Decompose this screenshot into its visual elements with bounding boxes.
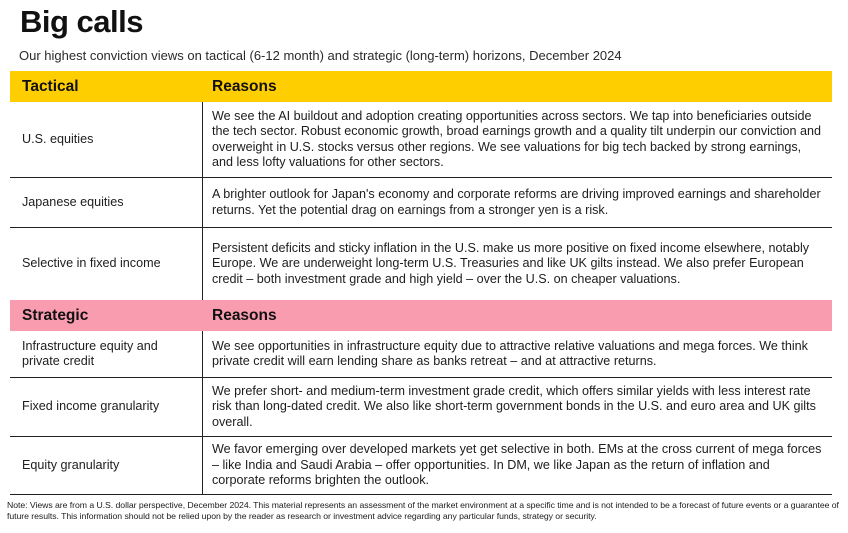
row-label: Japanese equities [22, 194, 124, 209]
table-row-equity-granularity: Equity granularity We favor emerging ove… [10, 436, 832, 494]
section-title: Strategic [22, 306, 89, 324]
row-label: U.S. equities [22, 131, 94, 146]
section-header-tactical: Tactical Reasons [10, 71, 832, 102]
row-reason: We see the AI buildout and adoption crea… [202, 102, 832, 177]
row-label: Selective in fixed income [22, 256, 161, 271]
table-row-japanese-equities: Japanese equities A brighter outlook for… [10, 177, 832, 227]
big-calls-page: Big calls Our highest conviction views o… [0, 6, 848, 533]
row-reason: We see opportunities in infrastructure e… [202, 331, 832, 377]
row-reason: A brighter outlook for Japan's economy a… [202, 178, 832, 227]
big-calls-table: Tactical Reasons U.S. equities We see th… [10, 71, 832, 495]
row-label: Equity granularity [22, 457, 120, 472]
row-reason: We prefer short- and medium-term investm… [202, 378, 832, 436]
row-label: Fixed income granularity [22, 399, 160, 414]
table-row-selective-fixed-income: Selective in fixed income Persistent def… [10, 227, 832, 300]
section-title: Tactical [22, 77, 79, 95]
row-reason: Persistent deficits and sticky inflation… [202, 228, 832, 300]
page-subtitle: Our highest conviction views on tactical… [19, 48, 622, 63]
table-row-us-equities: U.S. equities We see the AI buildout and… [10, 102, 832, 177]
page-title: Big calls [20, 4, 144, 39]
row-label: Infrastructure equity and private credit [22, 338, 158, 369]
section-header-strategic: Strategic Reasons [10, 300, 832, 331]
row-reason: We favor emerging over developed markets… [202, 437, 832, 494]
footnote: Note: Views are from a U.S. dollar persp… [7, 499, 839, 521]
reasons-column-header: Reasons [212, 306, 277, 324]
table-row-fixed-income-granularity: Fixed income granularity We prefer short… [10, 377, 832, 436]
reasons-column-header: Reasons [212, 77, 277, 95]
table-row-infrastructure-private-credit: Infrastructure equity and private credit… [10, 331, 832, 377]
